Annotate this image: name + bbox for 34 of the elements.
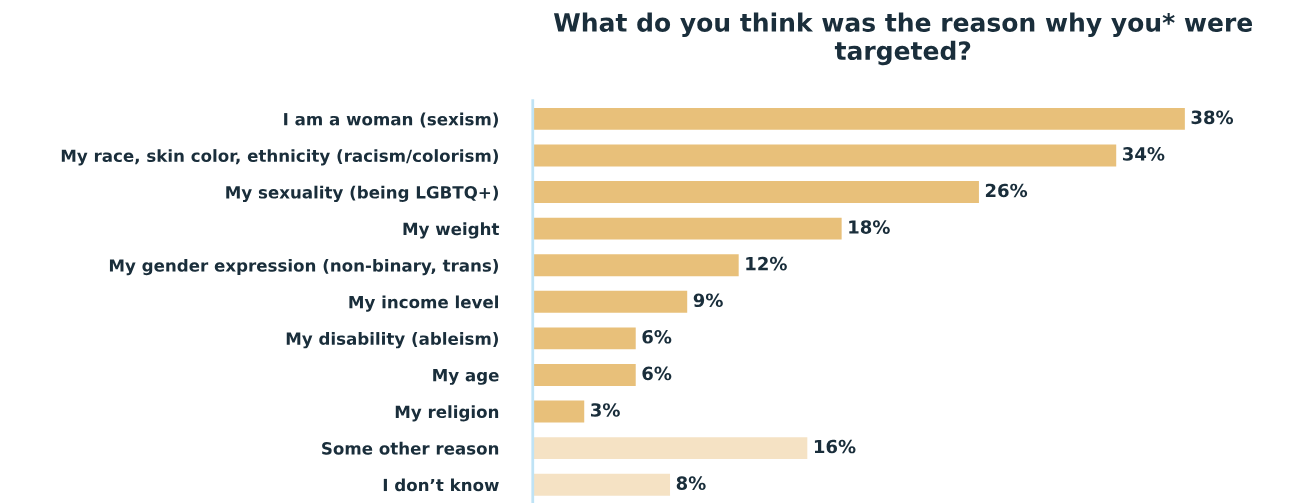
y-tick-label: I am a woman (sexism)	[284, 112, 498, 128]
y-tick-label: Some other reason	[322, 441, 499, 455]
bar	[532, 363, 636, 386]
data-label: 12%	[746, 256, 787, 271]
bar	[532, 107, 1185, 130]
y-tick-label: My gender expression (non-binary, trans)	[109, 258, 498, 276]
bar	[532, 400, 585, 423]
bar	[532, 181, 979, 204]
y-tick-label: My income level	[349, 295, 499, 312]
y-tick-label: My race, skin color, ethnicity (racism/colorism)	[61, 149, 498, 166]
y-tick-label: My weight	[403, 222, 500, 239]
y-tick-label: My age	[433, 369, 499, 385]
data-label: 18%	[849, 220, 890, 234]
chart-title: What do you think was the reason why you* were targeted?	[553, 12, 1253, 66]
y-tick-label: My disability (ableism)	[286, 332, 498, 349]
bar	[532, 217, 842, 240]
bar	[532, 327, 636, 350]
data-label: 3%	[591, 403, 620, 417]
data-label: 9%	[693, 293, 723, 308]
data-label: 16%	[814, 439, 856, 454]
bar	[532, 144, 1117, 167]
data-label: 8%	[676, 476, 706, 490]
data-label: 6%	[642, 329, 672, 344]
data-label: 38%	[1191, 110, 1234, 125]
y-tick-label: My religion	[395, 405, 499, 422]
y-tick-label: I don’t know	[383, 478, 499, 492]
data-label: 26%	[985, 183, 1028, 198]
bar	[532, 290, 688, 313]
bar	[532, 437, 808, 460]
bar	[532, 473, 671, 496]
data-label: 6%	[642, 366, 672, 381]
bar	[532, 254, 739, 277]
y-tick-label: My sexuality (being LGBTQ+)	[226, 185, 498, 202]
data-label: 34%	[1122, 147, 1165, 161]
